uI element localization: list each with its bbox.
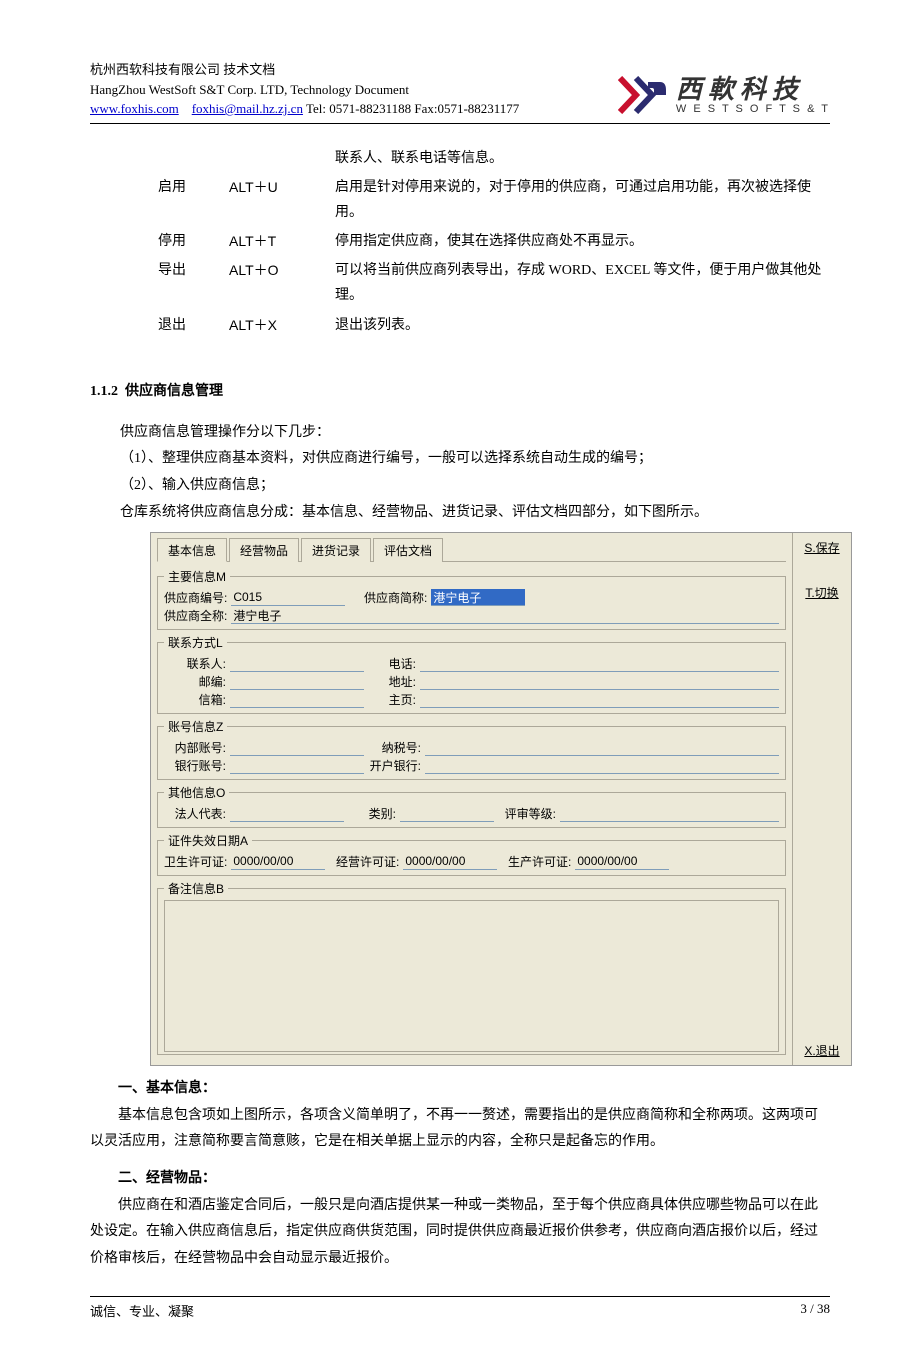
tax-id-input[interactable] — [425, 739, 779, 756]
paragraph: 供应商在和酒店鉴定合同后，一般只是向酒店提供某一种或一类物品，至于每个供应商具体… — [90, 1193, 830, 1273]
supplier-full-label: 供应商全称: — [164, 607, 229, 624]
mailbox-input[interactable] — [230, 691, 364, 708]
table-row: 导出ALT＋O可以将当前供应商列表导出，存成 WORD、EXCEL 等文件，便于… — [150, 256, 830, 310]
tab-purchase[interactable]: 进货记录 — [301, 538, 371, 562]
header-company-en: HangZhou WestSoft S&T Corp. LTD, Technol… — [90, 80, 519, 100]
table-row: 联系人、联系电话等信息。 — [150, 144, 830, 173]
table-row: 停用ALT＋T停用指定供应商，使其在选择供应商处不再显示。 — [150, 227, 830, 256]
remark-textarea[interactable] — [164, 900, 779, 1052]
page-footer: 诚信、专业、凝聚 3 / 38 — [90, 1296, 830, 1320]
tab-products[interactable]: 经营物品 — [229, 538, 299, 562]
phone-input[interactable] — [420, 655, 779, 672]
header-url-link[interactable]: www.foxhis.com — [90, 101, 179, 116]
header-contact: Tel: 0571-88231188 Fax:0571-88231177 — [306, 101, 519, 116]
group-remark: 备注信息B — [157, 880, 786, 1055]
footer-motto: 诚信、专业、凝聚 — [90, 1301, 194, 1320]
category-input[interactable] — [400, 805, 494, 822]
supplier-short-input[interactable] — [431, 589, 525, 606]
logo: 西軟科技 W E S T S O F T S & T — [618, 76, 830, 115]
logo-text-cn: 西軟科技 — [676, 76, 830, 102]
bank-account-input[interactable] — [230, 757, 364, 774]
tab-basic-info[interactable]: 基本信息 — [157, 538, 227, 562]
supplier-short-label: 供应商简称: — [347, 589, 429, 606]
supplier-full-input[interactable] — [231, 607, 779, 624]
logo-icon — [618, 76, 668, 114]
subheading-products: 二、经营物品： — [90, 1166, 830, 1193]
header-company-block: 杭州西软科技有限公司 技术文档 HangZhou WestSoft S&T Co… — [90, 60, 519, 119]
tab-eval-doc[interactable]: 评估文档 — [373, 538, 443, 562]
group-account: 账号信息Z 内部账号: 纳税号: 银行账号: 开户银行: — [157, 718, 786, 780]
zip-input[interactable] — [230, 673, 364, 690]
supplier-form-window: 基本信息 经营物品 进货记录 评估文档 主要信息M 供应商编号: 供应商简称: … — [150, 532, 852, 1066]
group-cert: 证件失效日期A 卫生许可证: 经营许可证: 生产许可证: — [157, 832, 786, 876]
group-other: 其他信息O 法人代表: 类别: 评审等级: — [157, 784, 786, 828]
shortcut-table: 联系人、联系电话等信息。 启用ALT＋U启用是针对停用来说的，对于停用的供应商，… — [150, 144, 830, 340]
prod-cert-input[interactable] — [575, 853, 669, 870]
address-input[interactable] — [420, 673, 779, 690]
supplier-code-input[interactable] — [231, 589, 345, 606]
tab-bar: 基本信息 经营物品 进货记录 评估文档 — [157, 537, 786, 562]
homepage-input[interactable] — [420, 691, 779, 708]
subheading-basic: 一、基本信息： — [90, 1076, 830, 1103]
body-paragraphs: 供应商信息管理操作分以下几步： （1）、整理供应商基本资料，对供应商进行编号，一… — [120, 420, 830, 526]
footer-page-number: 3 / 38 — [800, 1301, 830, 1320]
header-email-link[interactable]: foxhis@mail.hz.zj.cn — [192, 101, 303, 116]
internal-account-input[interactable] — [230, 739, 364, 756]
page-header: 杭州西软科技有限公司 技术文档 HangZhou WestSoft S&T Co… — [90, 60, 830, 124]
side-toolbar: S.保存 T.切换 X.退出 — [792, 533, 851, 1065]
rating-input[interactable] — [560, 805, 779, 822]
toggle-button[interactable]: T.切换 — [797, 584, 847, 601]
contact-person-input[interactable] — [230, 655, 364, 672]
health-cert-input[interactable] — [231, 853, 325, 870]
exit-button[interactable]: X.退出 — [797, 1042, 847, 1059]
legal-rep-input[interactable] — [230, 805, 344, 822]
group-main-info: 主要信息M 供应商编号: 供应商简称: 供应商全称: — [157, 568, 786, 630]
logo-text-en: W E S T S O F T S & T — [676, 104, 830, 115]
header-company-cn: 杭州西软科技有限公司 技术文档 — [90, 60, 519, 80]
group-contact: 联系方式L 联系人: 电话: 邮编: 地址: 信箱: 主页: — [157, 634, 786, 714]
supplier-code-label: 供应商编号: — [164, 589, 229, 606]
table-row: 启用ALT＋U启用是针对停用来说的，对于停用的供应商，可通过启用功能，再次被选择… — [150, 173, 830, 227]
biz-cert-input[interactable] — [403, 853, 497, 870]
paragraph: 基本信息包含项如上图所示，各项含义简单明了，不再一一赘述，需要指出的是供应商简称… — [90, 1103, 830, 1156]
save-button[interactable]: S.保存 — [797, 539, 847, 556]
section-heading: 1.1.2 供应商信息管理 — [90, 380, 830, 400]
bank-name-input[interactable] — [425, 757, 779, 774]
table-row: 退出ALT＋X退出该列表。 — [150, 311, 830, 340]
